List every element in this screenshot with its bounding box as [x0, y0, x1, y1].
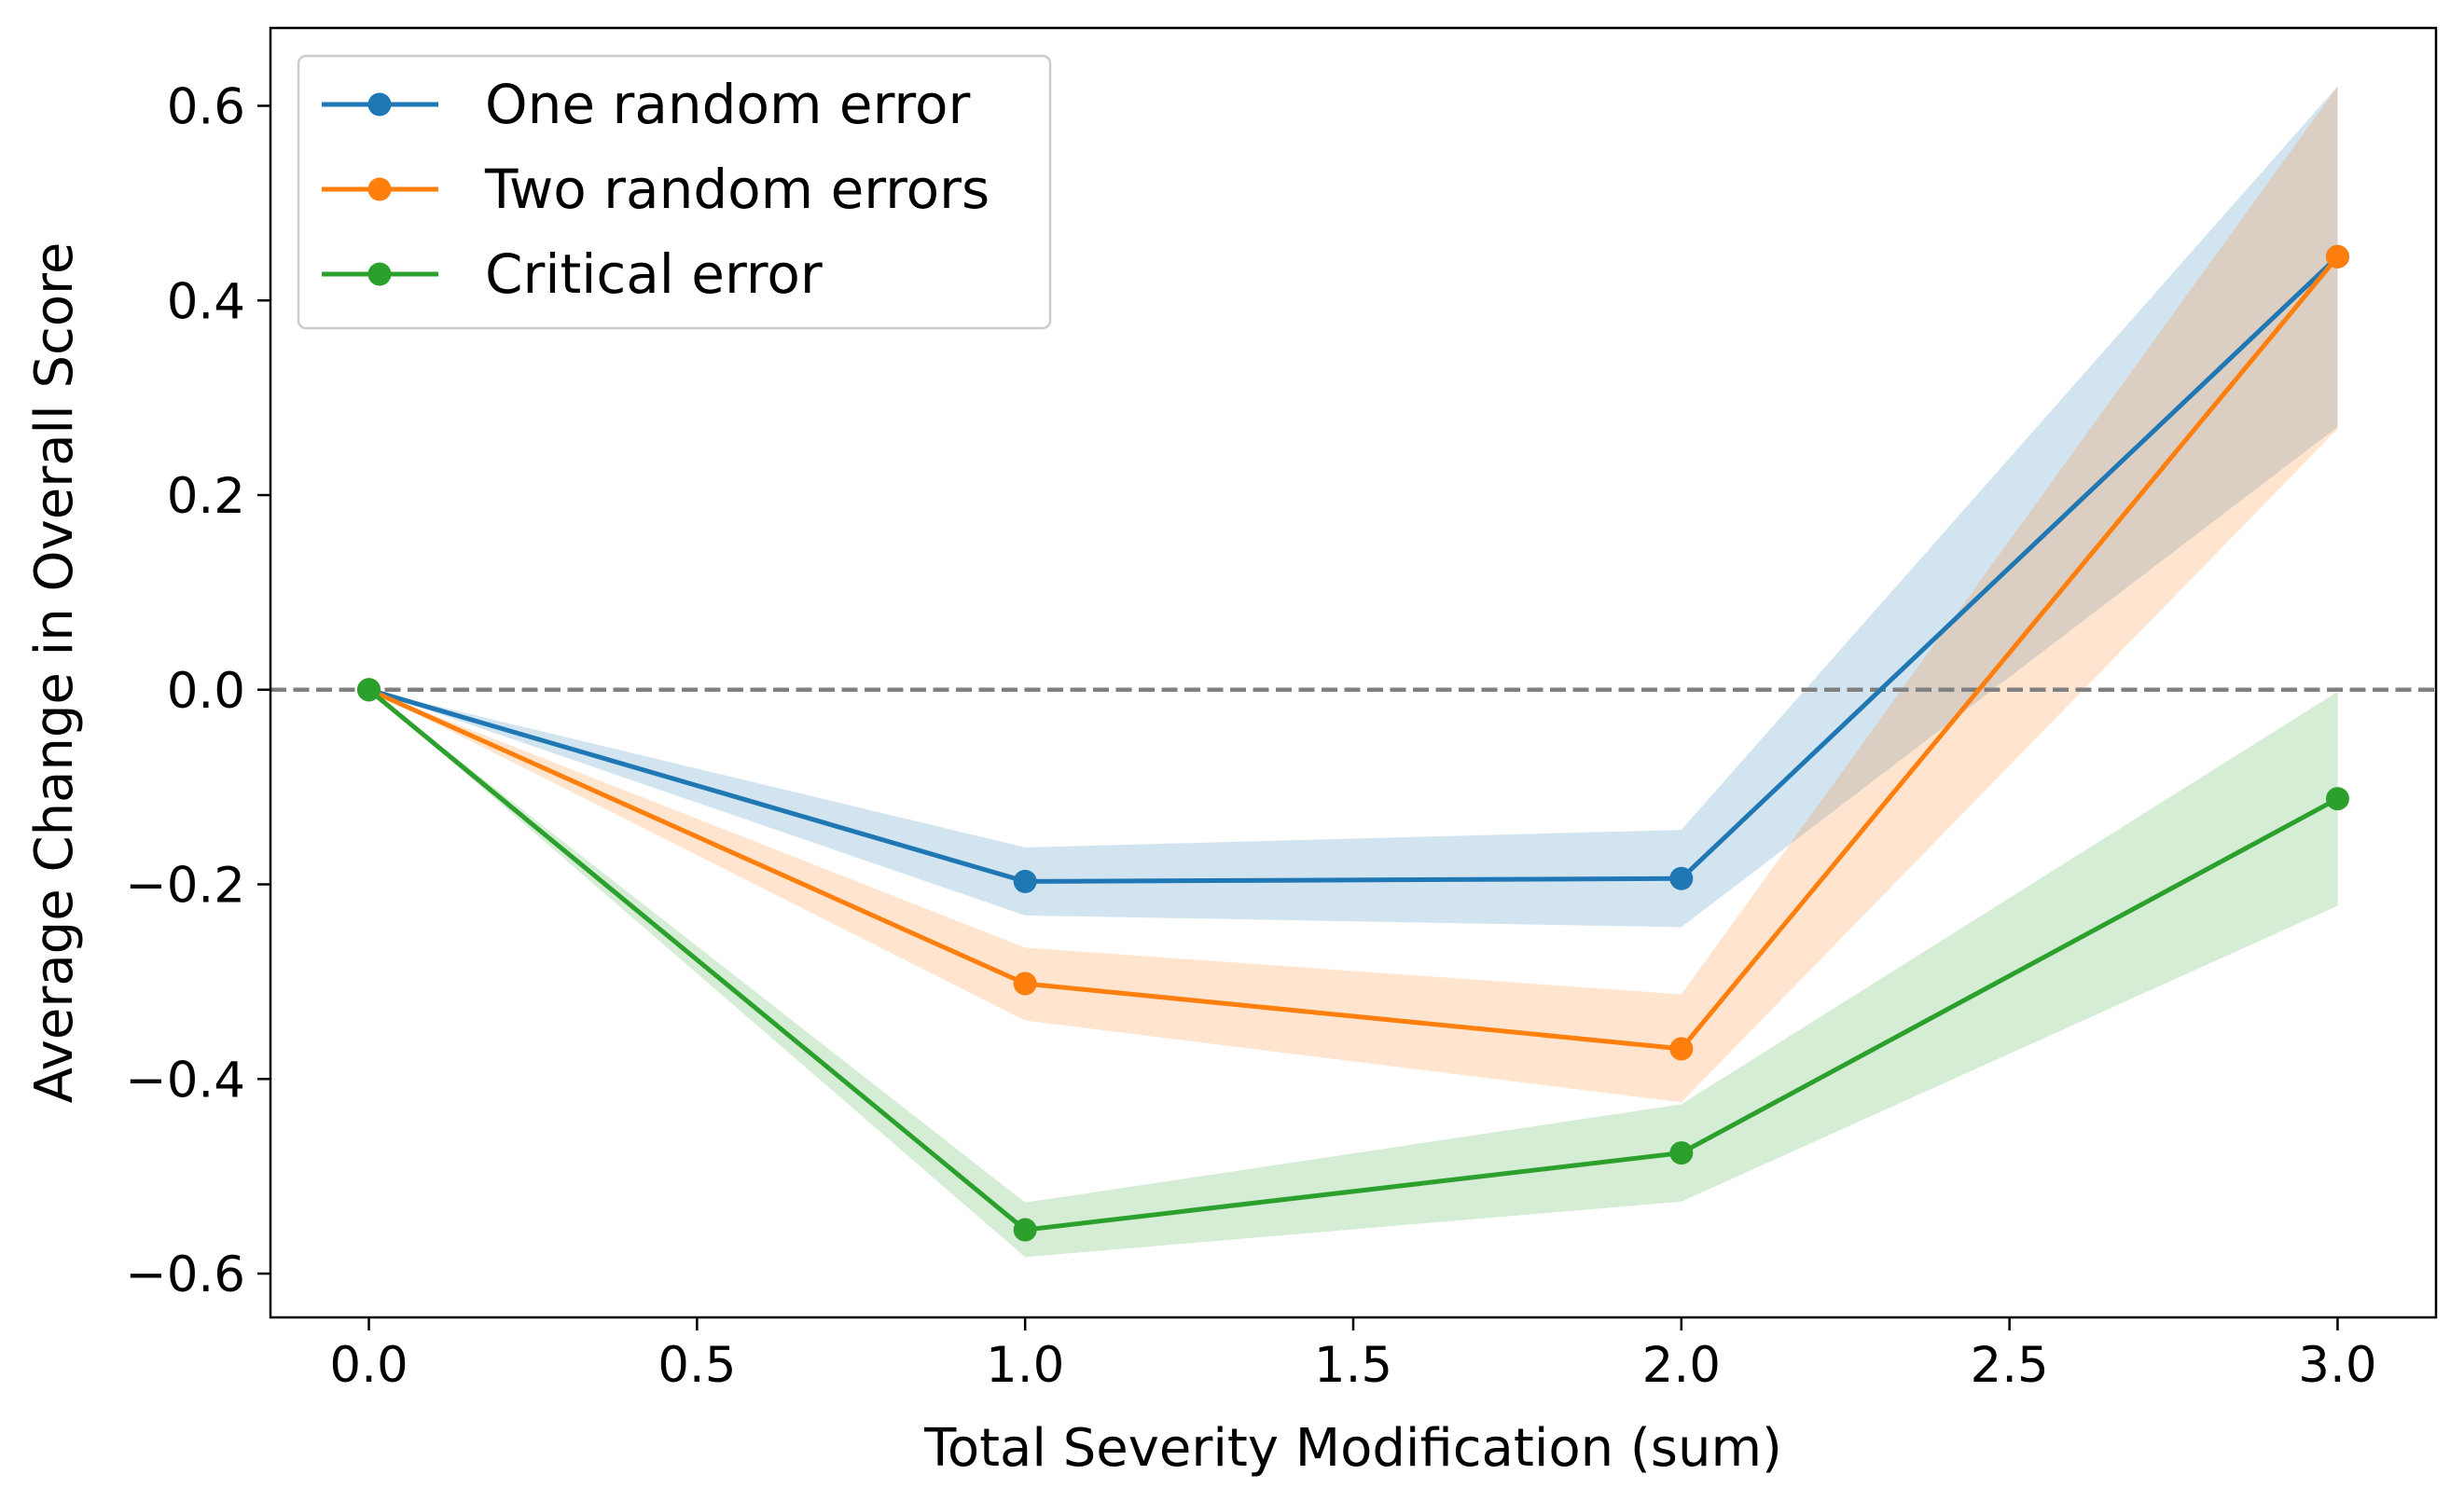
y-tick-label: 0.2	[167, 468, 245, 525]
legend-box	[297, 54, 1052, 330]
data-point-s2-2	[1013, 971, 1037, 996]
series-lines	[357, 244, 2349, 1242]
confidence-band-1	[368, 86, 2338, 928]
series-line-3	[367, 687, 2339, 1233]
legend-marker-2	[367, 177, 392, 201]
data-point-s3-1	[357, 678, 381, 702]
legend-marker-3	[367, 262, 392, 286]
series-line-1	[367, 255, 2340, 884]
x-tick-label: 2.5	[1970, 1337, 2048, 1394]
y-tick-label: −0.6	[125, 1247, 245, 1303]
x-tick-label: 1.5	[1314, 1337, 1392, 1394]
data-point-s1-3	[1669, 866, 1694, 890]
y-axis-title: Average Change in Overall Score	[24, 242, 85, 1104]
x-tick-label: 1.0	[986, 1337, 1064, 1394]
series-line-2	[367, 255, 2340, 1052]
legend-marker-1	[367, 92, 392, 117]
legend-label-3: Critical error	[485, 242, 823, 306]
y-tick-label: −0.4	[125, 1052, 245, 1109]
y-tick-label: 0.0	[167, 663, 245, 720]
data-point-s3-3	[1669, 1141, 1694, 1165]
x-tick-label: 2.0	[1642, 1337, 1721, 1394]
x-tick-label: 0.5	[658, 1337, 736, 1394]
legend-label-1: One random error	[485, 73, 970, 136]
data-point-s1-2	[1013, 869, 1037, 893]
x-tick-label: 0.0	[329, 1337, 408, 1394]
confidence-band-3	[368, 689, 2338, 1258]
legend: One random error Two random errors Critica…	[297, 54, 1052, 330]
data-point-s3-4	[2325, 787, 2349, 811]
data-point-s2-3	[1669, 1037, 1694, 1061]
y-tick-label: −0.2	[125, 858, 245, 915]
legend-label-2: Two random errors	[484, 158, 990, 221]
x-tick-label: 3.0	[2298, 1337, 2376, 1394]
y-tick-label: 0.4	[167, 273, 245, 330]
data-point-s3-2	[1013, 1218, 1037, 1242]
x-axis-title: Total Severity Modification (sum)	[923, 1418, 1782, 1479]
axes: 0.0 0.5 1.0 1.5 2.0 2.5 3.0 0.6 0.4 0.2 0.0 −0.2 −0.…	[24, 26, 2438, 1479]
data-point-s2-4	[2325, 244, 2349, 269]
y-tick-label: 0.6	[167, 79, 245, 136]
